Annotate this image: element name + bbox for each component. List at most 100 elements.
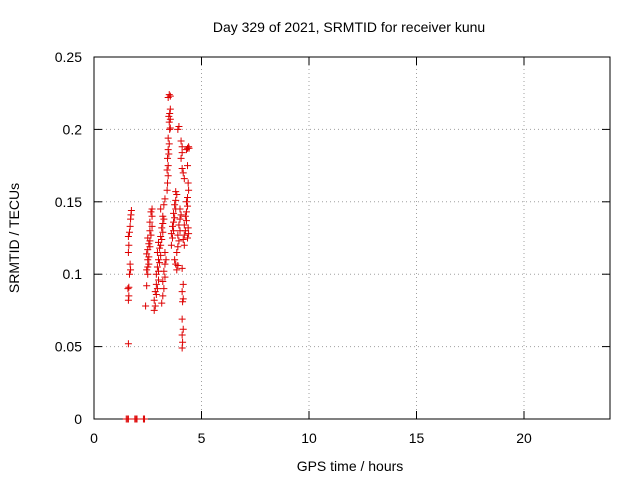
data-point	[179, 338, 187, 346]
data-point	[171, 201, 179, 209]
data-point	[148, 212, 156, 220]
data-point	[173, 266, 181, 274]
data-point	[159, 212, 167, 220]
data-point	[124, 248, 132, 256]
x-tick-label: 15	[409, 430, 425, 446]
data-point	[150, 306, 158, 314]
data-point	[161, 260, 169, 268]
data-point	[157, 233, 165, 241]
data-point	[148, 205, 156, 213]
data-point	[166, 125, 174, 133]
data-point	[146, 218, 154, 226]
data-point	[144, 270, 152, 278]
data-point	[158, 235, 166, 243]
data-point	[144, 263, 152, 271]
data-point	[155, 276, 162, 284]
data-point	[145, 260, 153, 268]
data-point	[153, 285, 161, 293]
x-axis-title: GPS time / hours	[297, 458, 404, 474]
data-point	[157, 251, 165, 259]
data-point	[160, 285, 168, 293]
data-point	[124, 340, 132, 348]
data-point	[164, 134, 172, 142]
data-point	[144, 256, 152, 264]
data-point	[143, 266, 151, 274]
data-point	[153, 248, 161, 256]
data-point	[180, 175, 188, 183]
x-tick-label: 10	[301, 430, 317, 446]
data-point	[125, 270, 133, 278]
data-point	[166, 109, 174, 117]
data-point	[173, 191, 181, 199]
data-point	[185, 144, 193, 152]
data-point	[143, 250, 151, 258]
data-point	[180, 241, 188, 249]
data-point	[142, 302, 150, 310]
data-point	[156, 259, 164, 267]
data-point	[182, 198, 190, 206]
data-point	[156, 244, 164, 252]
data-point	[171, 256, 179, 264]
data-point	[163, 186, 171, 194]
data-point	[126, 260, 134, 268]
data-point	[166, 115, 174, 123]
y-tick-label: 0.05	[55, 339, 82, 355]
data-point	[180, 231, 188, 239]
data-point	[143, 282, 151, 290]
data-point	[147, 231, 155, 239]
data-point	[174, 231, 182, 239]
data-point	[153, 263, 161, 271]
data-point	[124, 285, 132, 293]
data-point	[159, 228, 167, 236]
chart-title: Day 329 of 2021, SRMTID for receiver kun…	[213, 19, 485, 35]
data-point	[182, 217, 190, 225]
data-point	[161, 195, 169, 203]
data-point	[151, 302, 159, 310]
data-point	[166, 92, 174, 100]
data-point	[184, 234, 192, 242]
data-point	[181, 212, 189, 220]
data-point	[170, 218, 178, 226]
data-point	[127, 206, 135, 214]
data-point	[160, 201, 168, 209]
data-point	[150, 296, 158, 304]
data-point	[148, 222, 156, 230]
data-point	[179, 169, 187, 177]
data-point	[179, 235, 187, 243]
data-point	[126, 222, 134, 230]
data-point	[152, 290, 160, 298]
x-tick-label: 20	[516, 430, 532, 446]
data-point	[164, 172, 172, 180]
data-point	[165, 112, 173, 120]
y-tick-label: 0	[74, 411, 82, 427]
data-point	[158, 224, 166, 232]
data-point	[179, 280, 187, 288]
data-point	[145, 240, 153, 248]
data-point	[172, 196, 180, 204]
data-point	[124, 233, 132, 241]
data-point	[170, 227, 178, 235]
data-point	[160, 215, 168, 223]
data-point	[179, 295, 187, 303]
data-point	[175, 123, 183, 131]
data-point	[163, 166, 171, 174]
data-point	[177, 137, 185, 145]
data-point	[161, 273, 169, 281]
data-point	[168, 222, 176, 230]
data-point	[179, 298, 187, 306]
data-point	[147, 208, 155, 216]
y-tick-label: 0.1	[63, 266, 83, 282]
data-point	[166, 124, 174, 132]
data-point	[170, 209, 178, 217]
data-point	[162, 256, 170, 264]
data-point	[176, 215, 184, 223]
data-point	[164, 179, 172, 187]
y-tick-label: 0.25	[55, 49, 82, 65]
plot-frame	[93, 56, 611, 420]
data-point	[178, 288, 186, 296]
data-point	[184, 202, 192, 210]
data-point	[133, 415, 141, 423]
data-point	[125, 283, 133, 291]
data-point	[165, 140, 173, 148]
data-point	[178, 143, 186, 151]
